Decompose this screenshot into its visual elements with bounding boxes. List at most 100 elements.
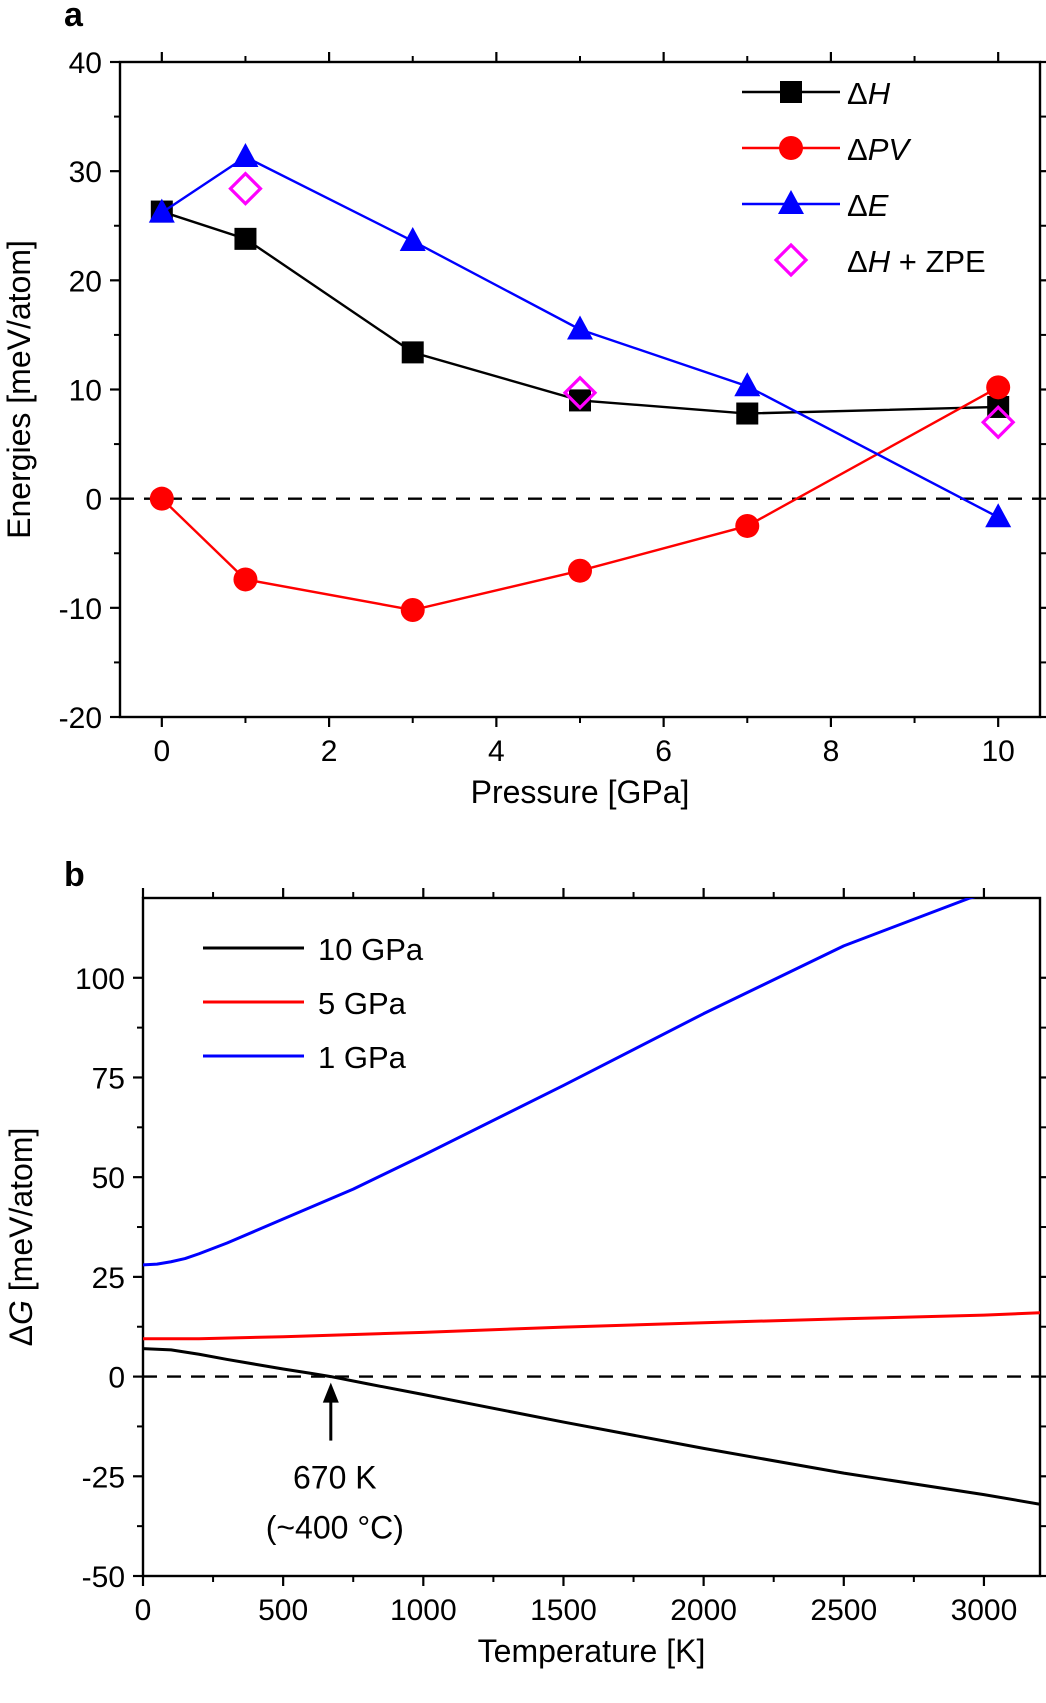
chart-b-ylabel-var: G <box>3 1300 39 1325</box>
legend-item-h-zpe: ΔH + ZPE <box>773 242 986 279</box>
chart-a-ylabel: Energies [meV/atom] <box>1 240 37 539</box>
legend-item-pv: ΔPV <box>742 132 912 167</box>
chart-b-xtick-label: 0 <box>135 1594 152 1627</box>
series-5-gpa-line <box>143 1311 1040 1341</box>
series-e-point <box>985 503 1012 528</box>
series-e-point <box>567 315 593 340</box>
legend-label-delta: Δ <box>847 132 868 167</box>
legend-label: 1 GPa <box>318 1040 407 1075</box>
chart-b-ylabel: ΔG [meV/atom] <box>3 1128 39 1347</box>
legend-label: ΔH <box>847 76 891 111</box>
series-h-point <box>234 227 257 250</box>
series-pv-point <box>233 567 258 592</box>
legend-label: 10 GPa <box>318 932 424 967</box>
series-h-line <box>161 210 999 415</box>
series-e-line <box>161 155 999 519</box>
chart-b-ytick-label: -50 <box>82 1561 125 1594</box>
chart-a-xtick-label: 8 <box>823 735 840 768</box>
series-pv-point <box>986 375 1011 400</box>
chart-a-xtick-label: 6 <box>655 735 672 768</box>
series-pv-point <box>149 486 174 511</box>
legend-marker <box>778 190 804 214</box>
legend-label: ΔPV <box>847 132 912 167</box>
chart-b-ylabel-delta: Δ <box>3 1325 39 1346</box>
chart-a-ytick-label: 40 <box>69 47 102 80</box>
legend-item-e: ΔE <box>742 188 889 223</box>
annotation-line1: 670 K <box>293 1460 377 1496</box>
series-e-point <box>148 198 175 223</box>
series-10-gpa <box>143 1347 1040 1506</box>
chart-b-xtick-label: 500 <box>258 1594 308 1627</box>
legend-label-var: H <box>868 244 891 279</box>
series-1-gpa-line <box>143 898 976 1267</box>
legend-label: ΔH + ZPE <box>847 244 986 279</box>
panel-b-label: b <box>64 856 85 894</box>
chart-a-xlabel: Pressure [GPa] <box>471 774 690 810</box>
chart-b-ytick-label: 100 <box>75 963 125 996</box>
legend-label-delta: Δ <box>847 76 868 111</box>
legend-label-delta: Δ <box>847 188 868 223</box>
series-1-gpa <box>143 898 976 1267</box>
series-e-point <box>232 142 259 167</box>
series-pv-point <box>735 513 760 538</box>
legend-marker <box>779 136 803 160</box>
series-e-point <box>399 227 426 252</box>
series-h-zpe <box>228 171 1016 440</box>
series-5-gpa <box>143 1311 1040 1341</box>
series-h-point <box>569 389 591 412</box>
series-e <box>148 142 1012 528</box>
legend-label-var: PV <box>868 132 913 167</box>
chart-a-ytick-label: 10 <box>69 375 102 408</box>
series-h-zpe-point <box>562 375 598 411</box>
legend-label-var: H <box>868 76 891 111</box>
chart-b-xlabel: Temperature [K] <box>478 1633 706 1669</box>
chart-a-pressure: 0 2 4 6 8 10 40 30 20 10 0 -10 -20 Pressure [GPa] Ener… <box>1 47 1046 810</box>
chart-b-ytick-label: 25 <box>92 1262 125 1295</box>
chart-a-xtick-label: 0 <box>153 735 170 768</box>
chart-b-legend: 10 GPa 5 GPa 1 GPa <box>203 932 424 1075</box>
chart-b-xtick-label: 2000 <box>670 1594 737 1627</box>
chart-b-frame <box>141 896 1042 1578</box>
series-10-gpa-line <box>143 1347 1040 1506</box>
chart-b-ytick-label: 50 <box>92 1162 125 1195</box>
legend-label: ΔE <box>847 188 889 223</box>
legend-item-1-gpa: 1 GPa <box>203 1040 407 1075</box>
chart-a-xtick-label: 4 <box>488 735 505 768</box>
series-pv-point <box>400 598 425 623</box>
legend-item-10-gpa: 10 GPa <box>203 932 424 967</box>
series-h-zpe-point <box>228 171 263 206</box>
chart-a-ytick-label: 20 <box>69 265 102 298</box>
series-pv-point <box>568 558 592 583</box>
chart-a-ytick-label: -20 <box>59 702 102 735</box>
chart-b-xtick-label: 2500 <box>810 1594 877 1627</box>
chart-b-xtick-label: 3000 <box>951 1594 1018 1627</box>
legend-label-suffix: + ZPE <box>890 244 986 279</box>
series-pv <box>149 375 1011 623</box>
annotation-arrow-head <box>322 1382 339 1403</box>
series-e-point <box>734 372 761 397</box>
chart-b-ytick-label: 75 <box>92 1062 125 1095</box>
panel-a-label: a <box>64 0 84 34</box>
chart-a-ytick-label: -10 <box>59 593 102 626</box>
legend-label-var: E <box>868 188 889 223</box>
legend-label: 5 GPa <box>318 986 407 1021</box>
legend-item-5-gpa: 5 GPa <box>203 986 407 1021</box>
chart-a-ytick-label: 0 <box>85 484 102 517</box>
chart-b-ytick-label: -25 <box>82 1461 125 1494</box>
chart-b-ytick-label: 0 <box>108 1362 125 1395</box>
legend-marker <box>773 242 809 278</box>
chart-b-xtick-label: 1000 <box>390 1594 457 1627</box>
series-h-zpe-point <box>980 404 1016 440</box>
series-h-point <box>736 402 759 425</box>
chart-b-ylabel-rest: [meV/atom] <box>3 1128 39 1301</box>
annotation-crossover: 670 K (~400 °C) <box>266 1382 404 1546</box>
annotation-line2: (~400 °C) <box>266 1510 404 1546</box>
chart-a-ytick-label: 30 <box>69 156 102 189</box>
chart-b-temperature: 0 500 1000 1500 2000 2500 3000 100 75 50 25 0 -25 -50… <box>3 888 1046 1669</box>
series-pv-line <box>160 386 999 612</box>
series-h-point <box>401 341 424 364</box>
legend-item-h: ΔH <box>742 76 891 111</box>
